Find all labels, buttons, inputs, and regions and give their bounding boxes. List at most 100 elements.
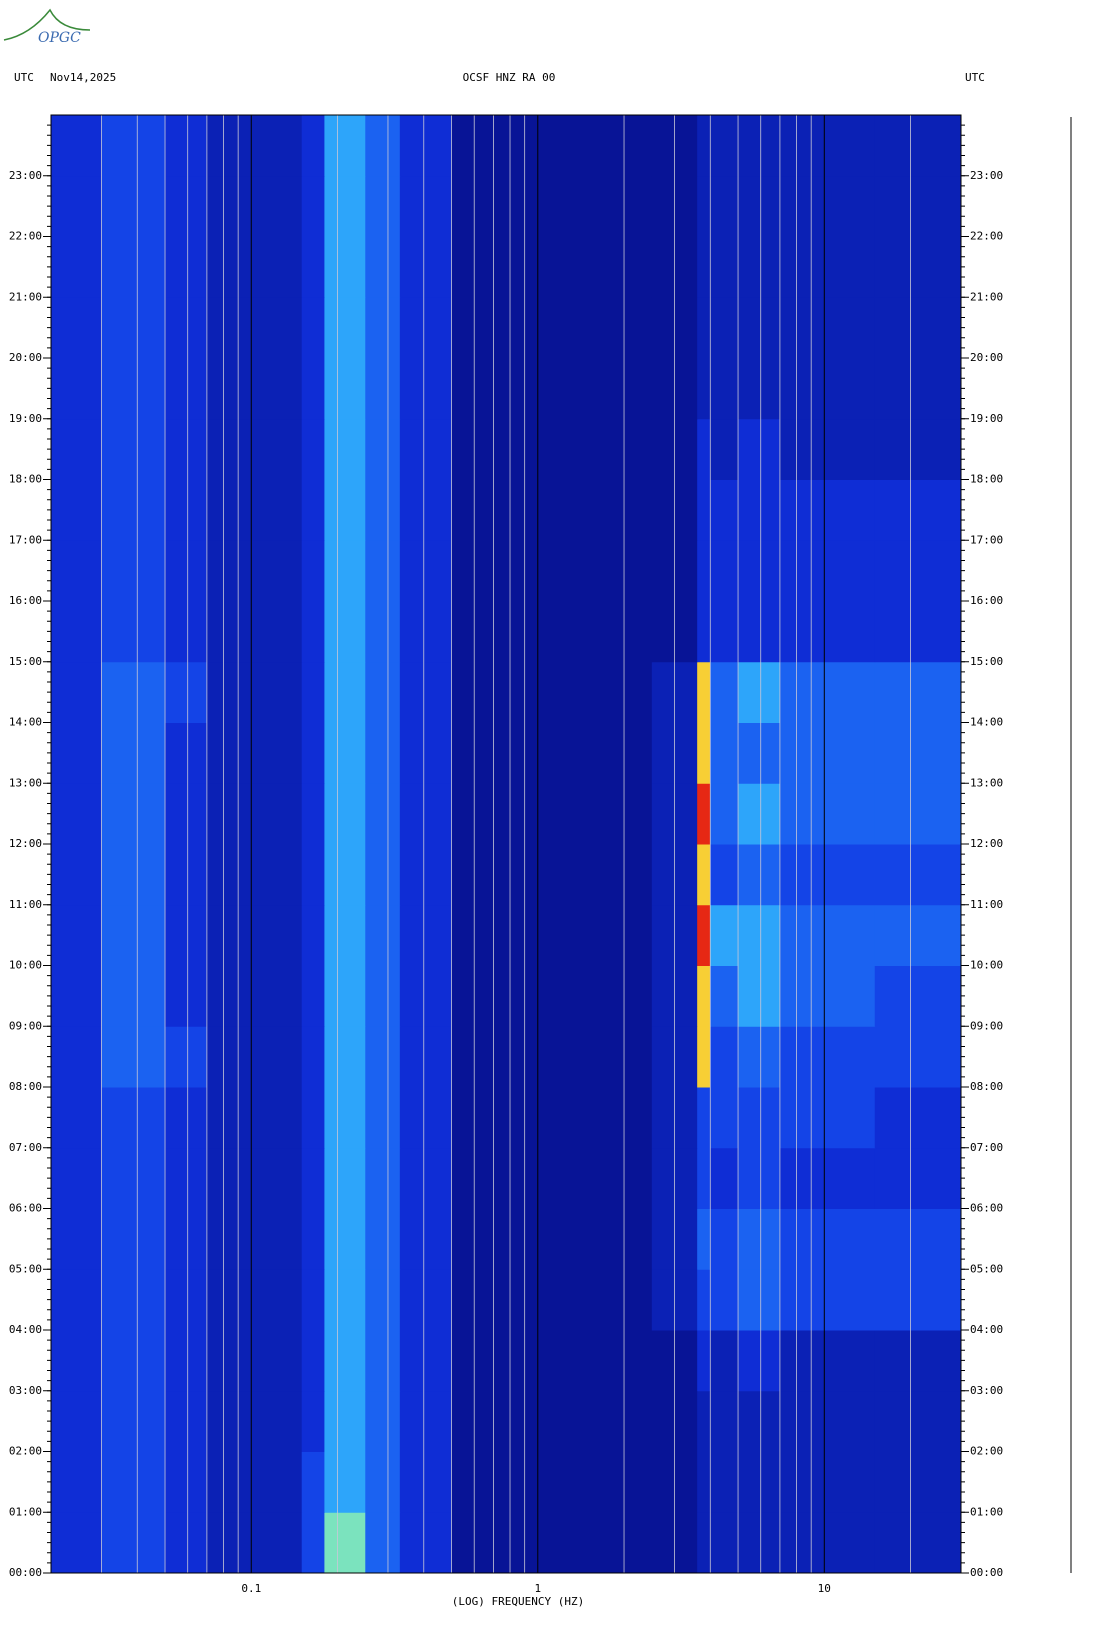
cell <box>324 1269 366 1331</box>
x-axis-label: (LOG) FREQUENCY (HZ) <box>452 1595 584 1608</box>
cell <box>874 358 962 420</box>
cell <box>451 1087 539 1149</box>
cell <box>301 1512 325 1574</box>
cell <box>697 904 711 966</box>
y-tick-label: 05:00 <box>9 1262 42 1275</box>
cell <box>537 965 653 1027</box>
cell <box>324 236 366 298</box>
logo-mark <box>3 8 91 41</box>
cell <box>738 479 781 541</box>
cell <box>301 175 325 237</box>
cell <box>779 540 876 602</box>
cell <box>710 540 739 602</box>
cell <box>101 1451 166 1513</box>
cell <box>301 418 325 480</box>
cell <box>710 479 739 541</box>
cell <box>165 175 208 237</box>
cell <box>697 1512 711 1574</box>
cell <box>51 1269 102 1331</box>
cell <box>365 904 401 966</box>
cell <box>451 1269 539 1331</box>
date: Nov14,2025 <box>50 71 116 84</box>
cell <box>301 722 325 784</box>
cell <box>251 418 303 480</box>
cell <box>738 1026 781 1088</box>
y-tick-label: 15:00 <box>9 655 42 668</box>
cell <box>165 1269 208 1331</box>
y-tick-label-right: 18:00 <box>970 473 1003 486</box>
cell <box>165 358 208 420</box>
cell <box>165 540 208 602</box>
y-tick-label-right: 22:00 <box>970 230 1003 243</box>
cell <box>324 358 366 420</box>
cell <box>738 844 781 906</box>
cell <box>874 236 962 298</box>
cell <box>365 965 401 1027</box>
cell <box>710 175 739 237</box>
cell <box>301 115 325 177</box>
cell <box>165 1512 208 1574</box>
cell <box>365 297 401 359</box>
cell <box>697 661 711 723</box>
cell <box>165 115 208 177</box>
cell <box>301 479 325 541</box>
cell <box>710 1451 739 1513</box>
cell <box>365 418 401 480</box>
cell <box>324 1451 366 1513</box>
cell <box>779 1451 876 1513</box>
cell <box>697 540 711 602</box>
cell <box>101 1147 166 1209</box>
cell <box>101 661 166 723</box>
cell <box>399 783 453 845</box>
cell <box>399 1087 453 1149</box>
cell <box>874 1087 962 1149</box>
x-tick-label: 0.1 <box>241 1582 261 1595</box>
cell <box>324 1087 366 1149</box>
cell <box>451 661 539 723</box>
left-label: UTC <box>14 71 34 84</box>
cell <box>51 1330 102 1392</box>
cell <box>451 1330 539 1392</box>
cell <box>697 1026 711 1088</box>
cell <box>874 418 962 480</box>
cell <box>51 1390 102 1452</box>
y-tick-label: 04:00 <box>9 1323 42 1336</box>
cell <box>365 358 401 420</box>
cell <box>365 1208 401 1270</box>
cell <box>738 297 781 359</box>
cell <box>710 115 739 177</box>
cell <box>365 479 401 541</box>
y-tick-label-right: 14:00 <box>970 716 1003 729</box>
y-tick-label: 19:00 <box>9 412 42 425</box>
cell <box>451 358 539 420</box>
cell <box>710 1330 739 1392</box>
cell <box>251 297 303 359</box>
cell <box>874 115 962 177</box>
cell <box>451 965 539 1027</box>
cell <box>537 1390 653 1452</box>
y-tick-label-right: 06:00 <box>970 1202 1003 1215</box>
cell <box>206 236 252 298</box>
cell <box>738 115 781 177</box>
cell <box>101 1087 166 1149</box>
cell <box>710 236 739 298</box>
cell <box>779 175 876 237</box>
cell <box>874 1451 962 1513</box>
cell <box>101 1512 166 1574</box>
y-tick-label: 00:00 <box>9 1566 42 1579</box>
y-tick-label: 07:00 <box>9 1141 42 1154</box>
cell <box>301 783 325 845</box>
cell <box>399 661 453 723</box>
cell <box>779 783 876 845</box>
cell <box>206 1330 252 1392</box>
cell <box>101 1269 166 1331</box>
cell <box>779 418 876 480</box>
cell <box>874 783 962 845</box>
cell <box>51 1147 102 1209</box>
cell <box>710 722 739 784</box>
cell <box>165 236 208 298</box>
cell <box>738 236 781 298</box>
cell <box>451 1451 539 1513</box>
cell <box>251 1269 303 1331</box>
cell <box>165 844 208 906</box>
